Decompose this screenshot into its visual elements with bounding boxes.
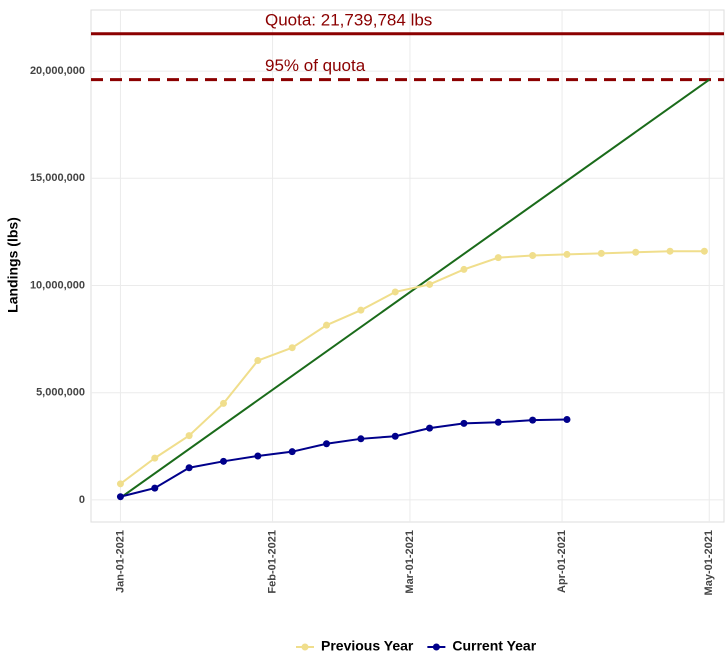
point [426, 280, 434, 288]
legend-label: Current Year [452, 638, 536, 654]
point [254, 452, 262, 460]
reference-label: Quota: 21,739,784 lbs [265, 10, 432, 29]
x-tick-label: Jan-01-2021 [114, 530, 126, 593]
point [597, 249, 605, 257]
point [357, 435, 365, 443]
point [288, 344, 296, 352]
legend-label: Previous Year [321, 638, 414, 654]
point [700, 247, 708, 255]
x-tick-label: Mar-01-2021 [404, 530, 416, 594]
point [391, 288, 399, 296]
y-axis-title: Landings (lbs) [5, 217, 21, 313]
point [494, 418, 502, 426]
x-tick-label: May-01-2021 [703, 530, 715, 595]
point [563, 250, 571, 258]
plot-panel [90, 9, 725, 523]
point [185, 432, 193, 440]
point [219, 399, 227, 407]
y-tick-label: 0 [79, 494, 85, 506]
x-tick-label: Feb-01-2021 [266, 530, 278, 594]
line [119, 78, 710, 499]
line [120, 418, 567, 498]
point [323, 321, 331, 329]
reference-label: 95% of quota [265, 56, 366, 75]
point [185, 464, 193, 472]
point [116, 493, 124, 501]
line [119, 250, 705, 485]
point [116, 480, 124, 488]
y-tick-label: 5,000,000 [36, 387, 85, 399]
point [529, 416, 537, 424]
point [494, 254, 502, 262]
point [632, 248, 640, 256]
point [460, 419, 468, 427]
legend-marker [301, 643, 309, 651]
point [151, 454, 159, 462]
point [219, 457, 227, 465]
point [254, 357, 262, 365]
y-tick-label: 10,000,000 [30, 279, 85, 291]
x-tick-label: Apr-01-2021 [556, 530, 568, 593]
point [529, 251, 537, 259]
point [151, 484, 159, 492]
point [288, 448, 296, 456]
point [563, 416, 571, 424]
point [460, 265, 468, 273]
y-tick-label: 20,000,000 [30, 65, 85, 77]
point [357, 306, 365, 314]
point [323, 440, 331, 448]
point [391, 432, 399, 440]
point [666, 247, 674, 255]
point [426, 424, 434, 432]
legend-marker [432, 643, 440, 651]
y-tick-label: 15,000,000 [30, 172, 85, 184]
